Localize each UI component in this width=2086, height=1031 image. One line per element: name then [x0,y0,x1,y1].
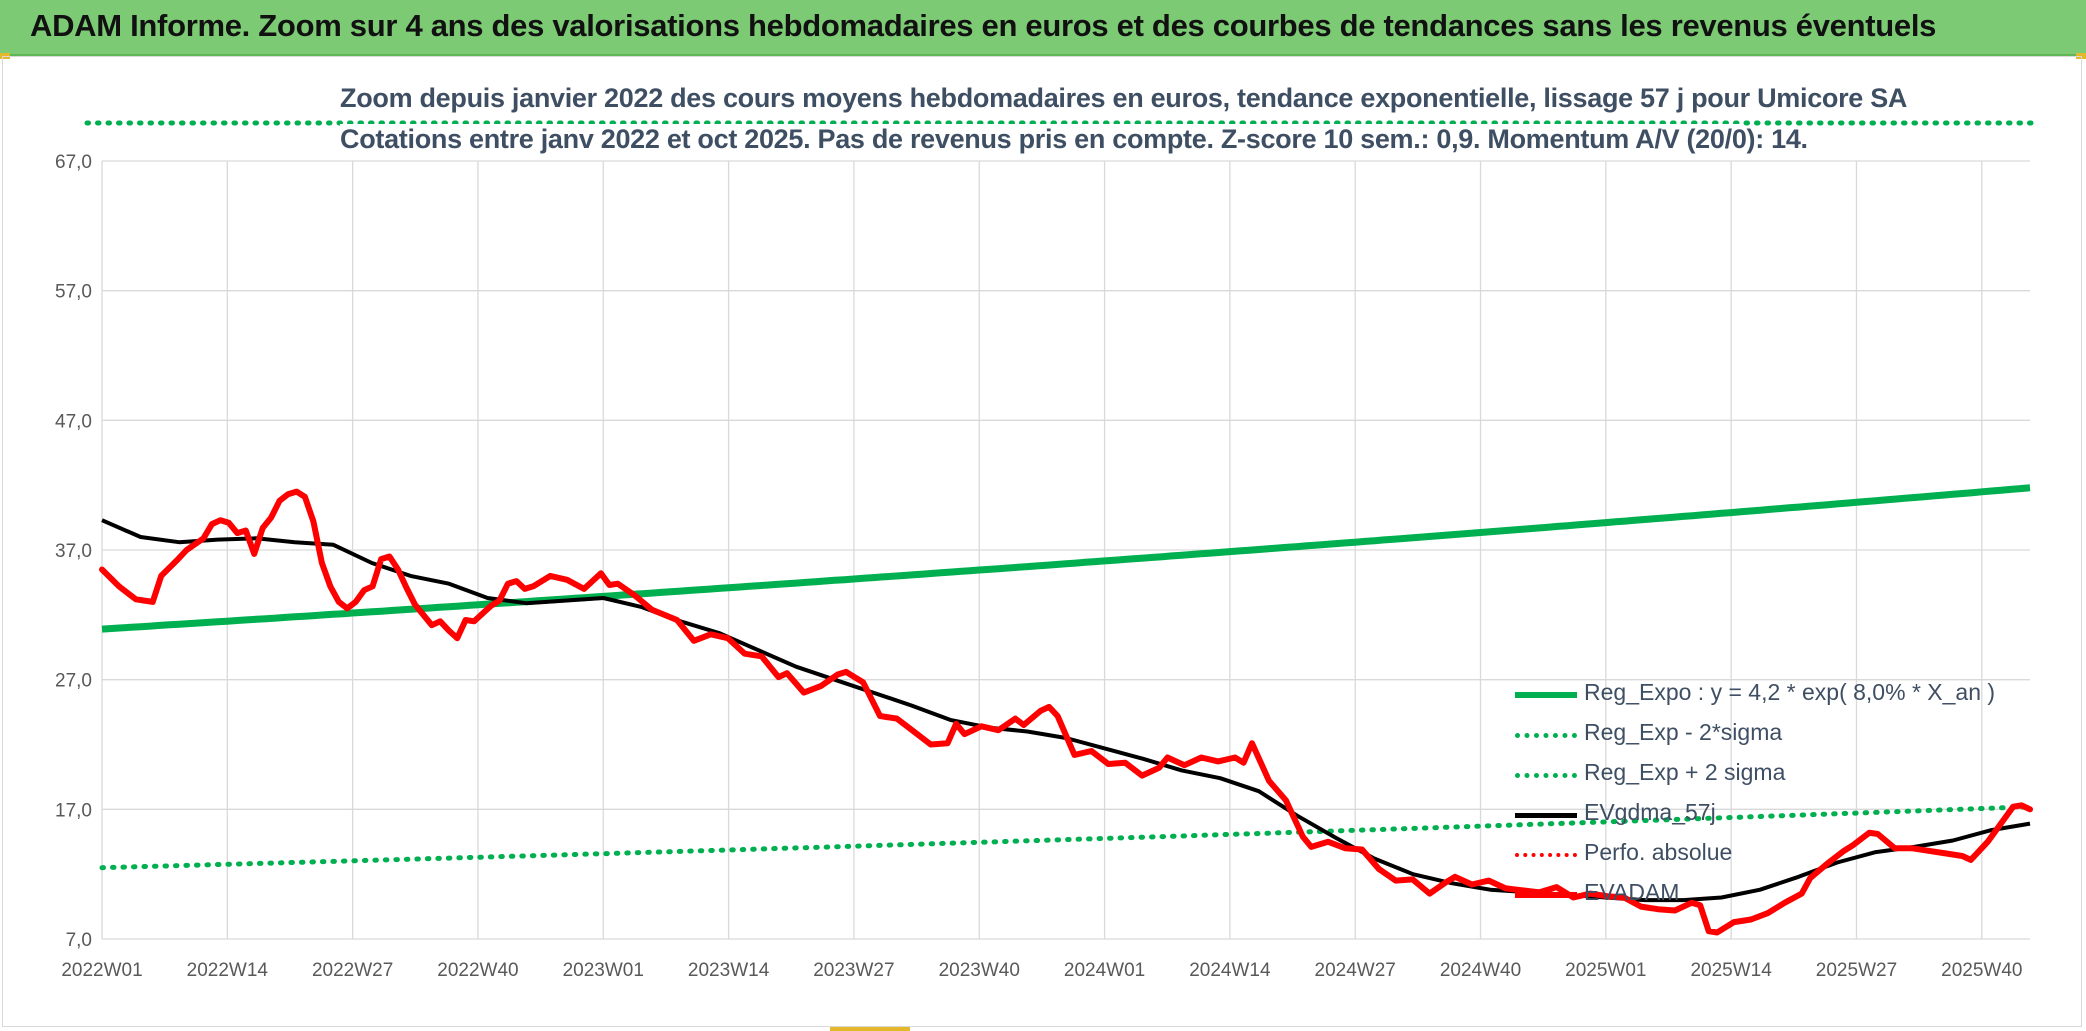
x-tick-label: 2024W14 [1189,960,1271,981]
x-tick-label: 2022W27 [312,960,393,981]
report-title: ADAM Informe. Zoom sur 4 ans des valoris… [30,8,1937,43]
x-tick-label: 2024W01 [1064,960,1145,981]
legend-item-evgdma: EVgdma_57j [1515,795,2035,835]
legend-item-evadam: EVADAM [1515,875,2035,915]
y-tick-label: 47,0 [55,411,92,432]
bottom-accent [830,1027,910,1031]
series-evadam [99,488,2033,936]
series-reg-expo [101,484,2031,633]
chart-title: Zoom depuis janvier 2022 des cours moyen… [340,83,1908,114]
x-tick-label: 2025W14 [1690,960,1772,981]
legend-item-perfo-absolue: Perfo. absolue [1515,835,2035,875]
legend-item-reg-expo: Reg_Expo : y = 4,2 * exp( 8,0% * X_an ) [1515,675,2035,715]
legend-item-reg-exp-minus: Reg_Exp - 2*sigma [1515,715,2035,755]
legend-swatch-dotted-green [1515,773,1577,778]
header-bar: ADAM Informe. Zoom sur 4 ans des valoris… [0,0,2086,56]
legend-item-reg-exp-plus: Reg_Exp + 2 sigma [1515,755,2035,795]
x-tick-label: 2025W01 [1565,960,1646,981]
y-tick-label: 7,0 [66,930,92,951]
chart-legend: Reg_Expo : y = 4,2 * exp( 8,0% * X_an ) … [1515,675,2035,915]
y-tick-label: 37,0 [55,541,92,562]
legend-swatch-dotted-green [1515,733,1577,738]
x-tick-label: 2022W01 [61,960,142,981]
legend-swatch-solid-green [1515,692,1577,698]
legend-swatch-solid-black [1515,813,1577,818]
x-tick-label: 2024W40 [1440,960,1521,981]
series-reg-exp-minus-2sigma [99,804,2033,871]
legend-label: Reg_Exp - 2*sigma [1584,719,1783,745]
legend-swatch-dotted-red [1515,853,1577,857]
y-tick-label: 57,0 [55,282,92,303]
x-tick-label: 2022W40 [437,960,518,981]
x-tick-label: 2024W27 [1315,960,1396,981]
x-tick-label: 2025W40 [1941,960,2022,981]
legend-label: Perfo. absolue [1584,839,1733,865]
x-tick-label: 2023W14 [688,960,770,981]
y-tick-label: 17,0 [55,800,92,821]
legend-label: Reg_Expo : y = 4,2 * exp( 8,0% * X_an ) [1584,679,1996,705]
legend-label: Reg_Exp + 2 sigma [1584,759,1786,785]
chart-frame [2,56,2082,1027]
legend-label: EVgdma_57j [1584,799,1716,825]
x-tick-label: 2023W27 [813,960,894,981]
x-tick-label: 2023W40 [939,960,1020,981]
legend-swatch-solid-red [1515,892,1577,898]
legend-label: EVADAM [1584,879,1680,905]
x-tick-label: 2025W27 [1816,960,1897,981]
x-tick-label: 2022W14 [187,960,269,981]
y-tick-label: 27,0 [55,671,92,692]
y-tick-label: 67,0 [55,152,92,173]
chart-subtitle: Cotations entre janv 2022 et oct 2025. P… [340,124,1808,155]
x-tick-label: 2023W01 [563,960,644,981]
